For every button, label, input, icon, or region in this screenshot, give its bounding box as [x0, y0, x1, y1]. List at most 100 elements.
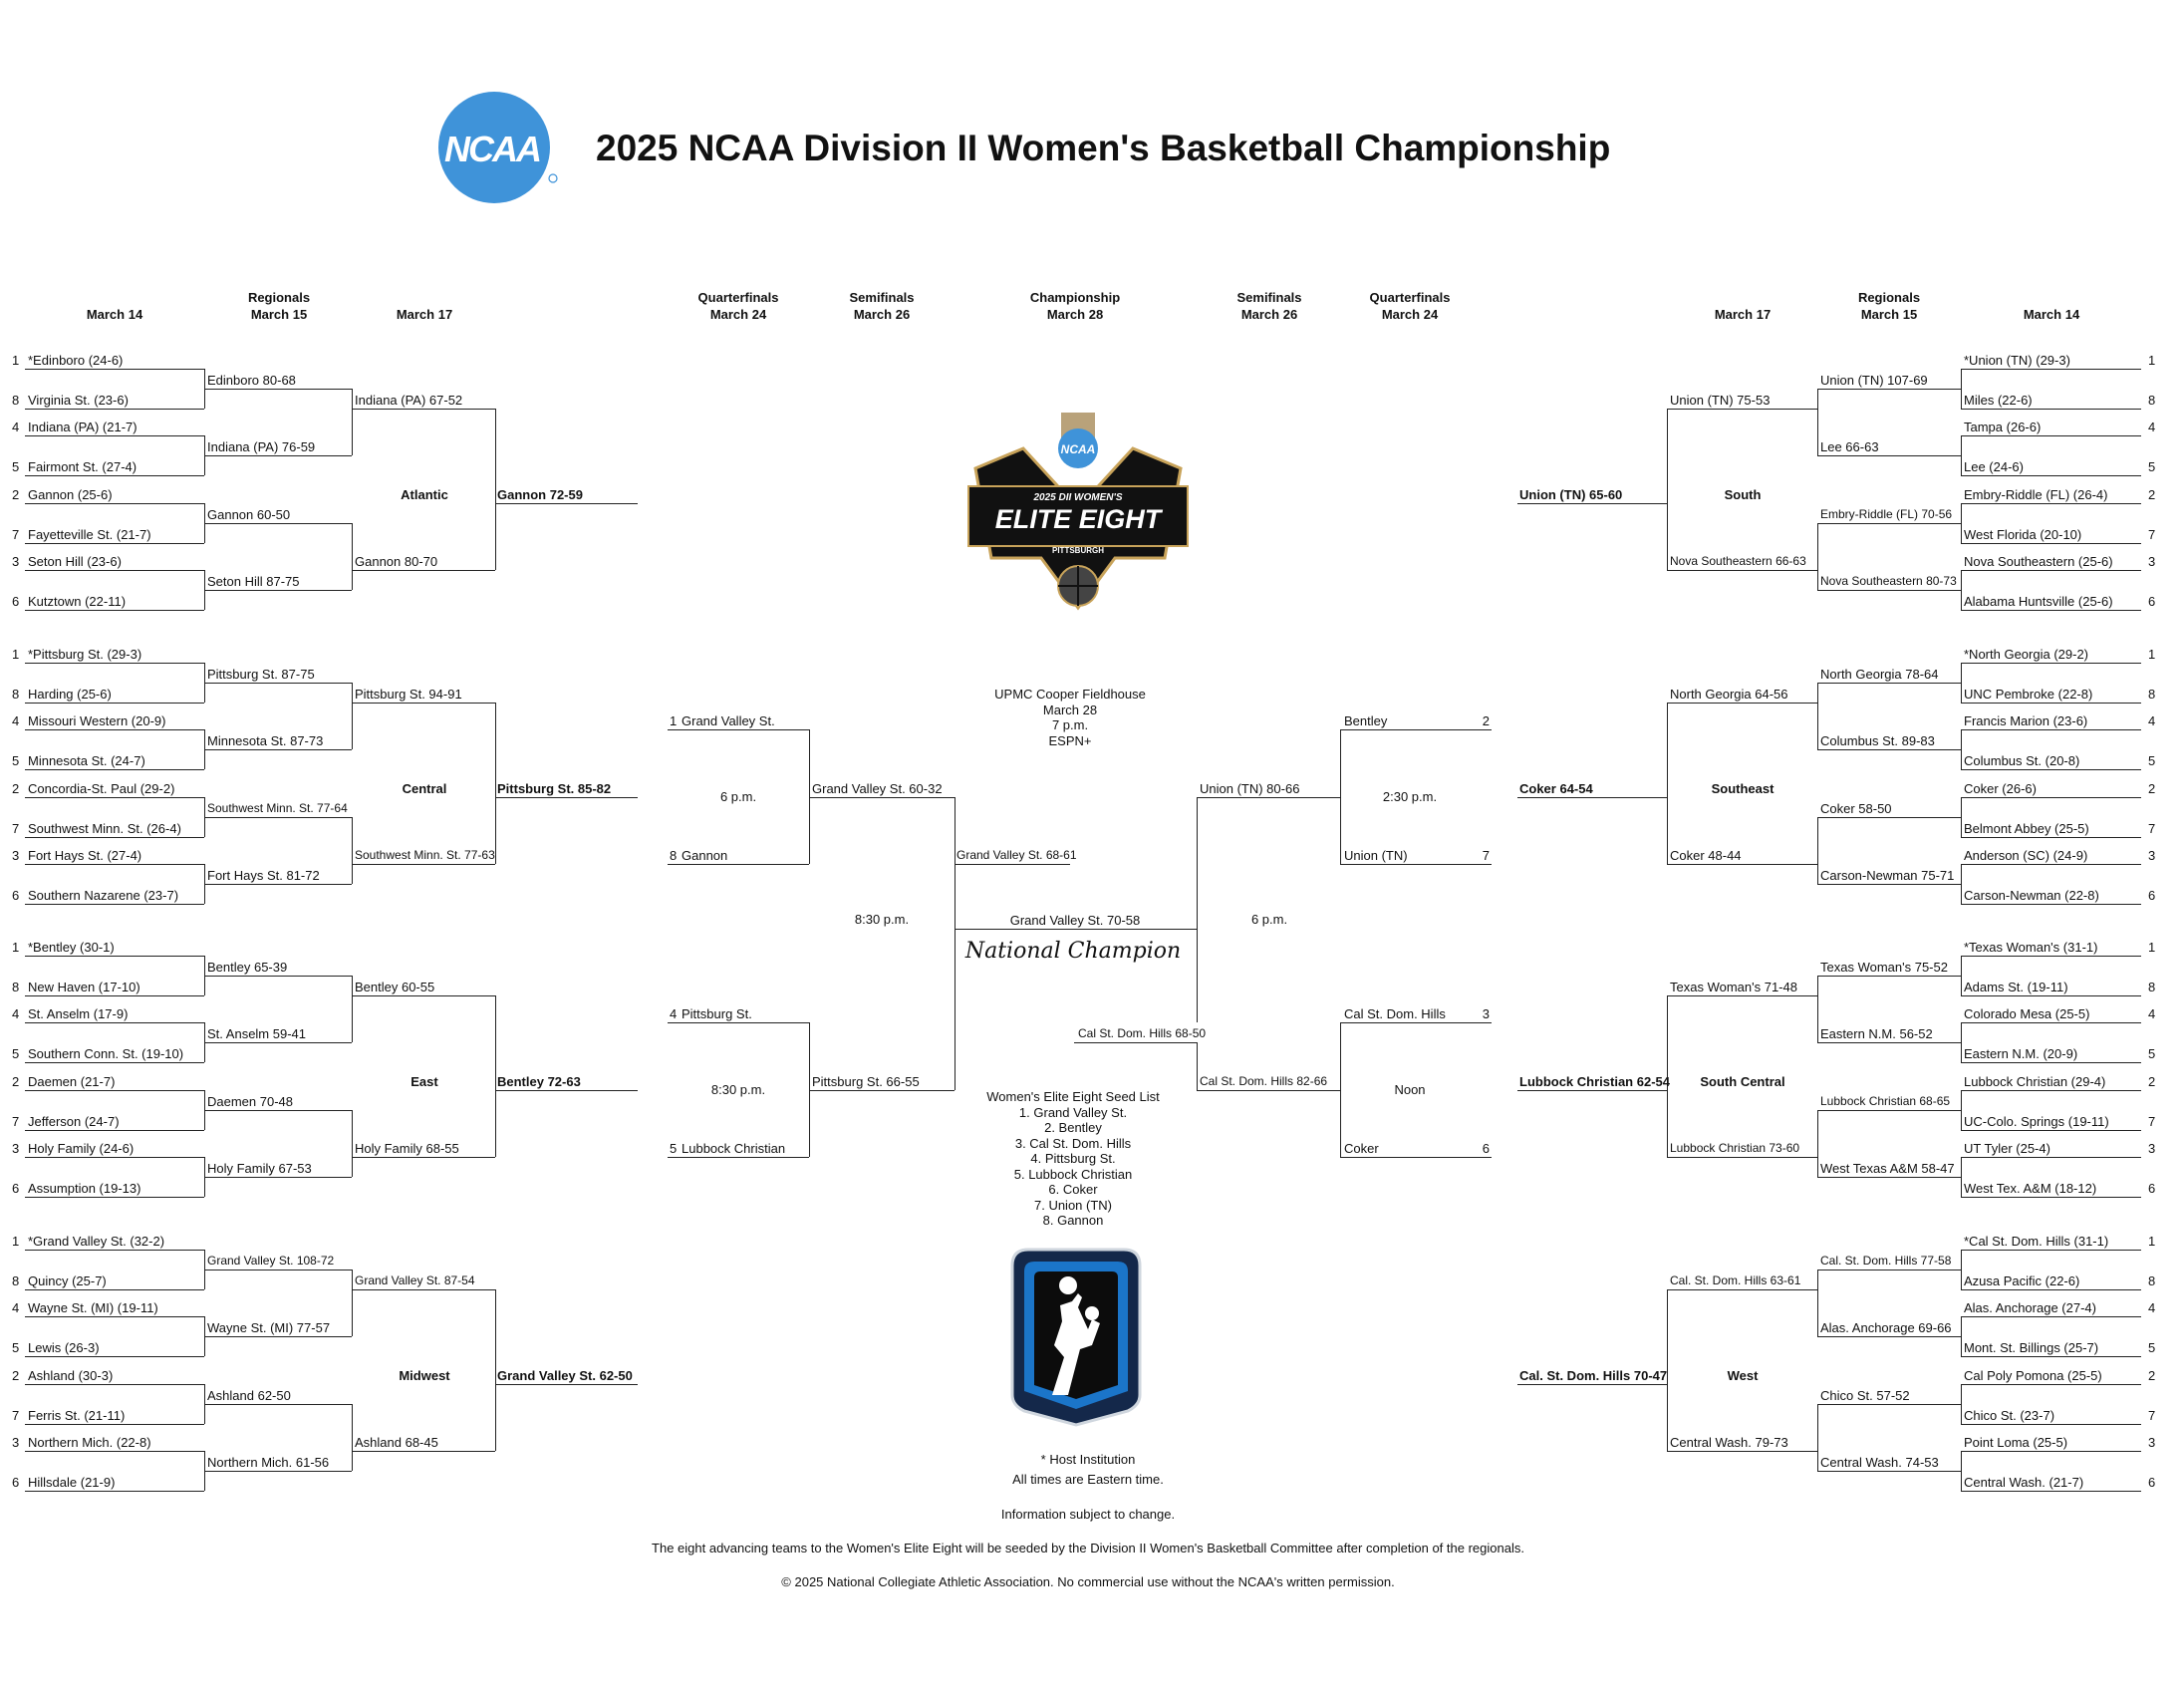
team-slot[interactable]: Alabama Huntsville (25-6) — [1964, 594, 2113, 609]
team-slot[interactable]: Lubbock Christian — [682, 1141, 786, 1156]
team-slot[interactable]: Adams St. (19-11) — [1964, 980, 2068, 994]
team-slot[interactable]: *Bentley (30-1) — [28, 940, 115, 955]
team-slot[interactable]: Missouri Western (20-9) — [28, 713, 166, 728]
team-slot[interactable]: Pittsburg St. 94-91 — [355, 687, 462, 702]
regional-champion[interactable]: Pittsburg St. 85-82 — [497, 781, 612, 796]
team-slot[interactable]: Cal St. Dom. Hills — [1344, 1006, 1446, 1021]
finalist-slot[interactable]: Grand Valley St. 68-61 — [956, 848, 1077, 862]
team-slot[interactable]: Nova Southeastern (25-6) — [1964, 554, 2113, 569]
team-slot[interactable]: Cal. St. Dom. Hills 77-58 — [1820, 1254, 1952, 1268]
team-slot[interactable]: Assumption (19-13) — [28, 1181, 141, 1196]
team-slot[interactable]: Tampa (26-6) — [1964, 420, 2042, 434]
team-slot[interactable]: Coker (26-6) — [1964, 781, 2037, 796]
team-slot[interactable]: Chico St. (23-7) — [1964, 1408, 2055, 1423]
team-slot[interactable]: Holy Family (24-6) — [28, 1141, 135, 1156]
team-slot[interactable]: Embry-Riddle (FL) 70-56 — [1820, 507, 1953, 521]
team-slot[interactable]: Minnesota St. (24-7) — [28, 753, 145, 768]
team-slot[interactable]: West Tex. A&M (18-12) — [1964, 1181, 2097, 1196]
team-slot[interactable]: Fort Hays St. (27-4) — [28, 848, 142, 863]
team-slot[interactable]: West Texas A&M 58-47 — [1820, 1161, 1955, 1176]
team-slot[interactable]: Southwest Minn. St. 77-64 — [207, 801, 348, 815]
team-slot[interactable]: Northern Mich. (22-8) — [28, 1435, 151, 1450]
team-slot[interactable]: North Georgia 64-56 — [1670, 687, 1788, 702]
team-slot[interactable]: Nova Southeastern 80-73 — [1820, 574, 1957, 588]
team-slot[interactable]: Minnesota St. 87-73 — [207, 733, 324, 748]
regional-champion[interactable]: Bentley 72-63 — [497, 1074, 581, 1089]
team-slot[interactable]: Seton Hill 87-75 — [207, 574, 300, 589]
team-slot[interactable]: Gannon 80-70 — [355, 554, 438, 569]
team-slot[interactable]: Anderson (SC) (24-9) — [1964, 848, 2088, 863]
team-slot[interactable]: *Cal St. Dom. Hills (31-1) — [1964, 1234, 2109, 1249]
team-slot[interactable]: Francis Marion (23-6) — [1964, 713, 2088, 728]
team-slot[interactable]: UT Tyler (25-4) — [1964, 1141, 2050, 1156]
team-slot[interactable]: Jefferson (24-7) — [28, 1114, 120, 1129]
team-slot[interactable]: *Grand Valley St. (32-2) — [28, 1234, 165, 1249]
team-slot[interactable]: Grand Valley St. 108-72 — [207, 1254, 335, 1268]
team-slot[interactable]: New Haven (17-10) — [28, 980, 140, 994]
team-slot[interactable]: Carson-Newman 75-71 — [1820, 868, 1955, 883]
team-slot[interactable]: UNC Pembroke (22-8) — [1964, 687, 2093, 702]
team-slot[interactable]: Fort Hays St. 81-72 — [207, 868, 320, 883]
team-slot[interactable]: Columbus St. 89-83 — [1820, 733, 1935, 748]
team-slot[interactable]: Coker 58-50 — [1820, 801, 1892, 816]
team-slot[interactable]: Pittsburg St. 66-55 — [812, 1074, 920, 1089]
team-slot[interactable]: Carson-Newman (22-8) — [1964, 888, 2099, 903]
team-slot[interactable]: Coker — [1344, 1141, 1379, 1156]
team-slot[interactable]: UC-Colo. Springs (19-11) — [1964, 1114, 2109, 1129]
regional-champion[interactable]: Cal. St. Dom. Hills 70-47 — [1519, 1368, 1668, 1383]
team-slot[interactable]: Chico St. 57-52 — [1820, 1388, 1910, 1403]
team-slot[interactable]: Ashland 68-45 — [355, 1435, 438, 1450]
team-slot[interactable]: Alas. Anchorage (27-4) — [1964, 1300, 2096, 1315]
team-slot[interactable]: Cal. St. Dom. Hills 63-61 — [1670, 1273, 1801, 1287]
team-slot[interactable]: St. Anselm 59-41 — [207, 1026, 306, 1041]
team-slot[interactable]: Alas. Anchorage 69-66 — [1820, 1320, 1952, 1335]
team-slot[interactable]: Texas Woman's 71-48 — [1670, 980, 1797, 994]
team-slot[interactable]: Holy Family 67-53 — [207, 1161, 312, 1176]
team-slot[interactable]: Daemen 70-48 — [207, 1094, 293, 1109]
team-slot[interactable]: Gannon (25-6) — [28, 487, 113, 502]
team-slot[interactable]: Fairmont St. (27-4) — [28, 459, 137, 474]
team-slot[interactable]: Holy Family 68-55 — [355, 1141, 459, 1156]
team-slot[interactable]: North Georgia 78-64 — [1820, 667, 1939, 682]
team-slot[interactable]: Miles (22-6) — [1964, 393, 2033, 408]
team-slot[interactable]: Mont. St. Billings (25-7) — [1964, 1340, 2099, 1355]
team-slot[interactable]: Fayetteville St. (21-7) — [28, 527, 151, 542]
team-slot[interactable]: Indiana (PA) (21-7) — [28, 420, 137, 434]
regional-champion[interactable]: Coker 64-54 — [1519, 781, 1593, 796]
team-slot[interactable]: *Union (TN) (29-3) — [1964, 353, 2070, 368]
team-slot[interactable]: Lee (24-6) — [1964, 459, 2024, 474]
team-slot[interactable]: Central Wash. 74-53 — [1820, 1455, 1939, 1470]
team-slot[interactable]: Embry-Riddle (FL) (26-4) — [1964, 487, 2108, 502]
team-slot[interactable]: Hillsdale (21-9) — [28, 1475, 116, 1490]
team-slot[interactable]: Ferris St. (21-11) — [28, 1408, 126, 1423]
team-slot[interactable]: Azusa Pacific (22-6) — [1964, 1273, 2080, 1288]
team-slot[interactable]: Bentley — [1344, 713, 1388, 728]
team-slot[interactable]: Wayne St. (MI) (19-11) — [28, 1300, 158, 1315]
regional-champion[interactable]: Grand Valley St. 62-50 — [497, 1368, 633, 1383]
team-slot[interactable]: Central Wash. 79-73 — [1670, 1435, 1788, 1450]
team-slot[interactable]: Columbus St. (20-8) — [1964, 753, 2080, 768]
team-slot[interactable]: Union (TN) 107-69 — [1820, 373, 1928, 388]
team-slot[interactable]: Lubbock Christian 68-65 — [1820, 1094, 1951, 1108]
team-slot[interactable]: St. Anselm (17-9) — [28, 1006, 129, 1021]
team-slot[interactable]: Bentley 60-55 — [355, 980, 435, 994]
team-slot[interactable]: Nova Southeastern 66-63 — [1670, 554, 1806, 568]
team-slot[interactable]: Northern Mich. 61-56 — [207, 1455, 330, 1470]
team-slot[interactable]: Seton Hill (23-6) — [28, 554, 122, 569]
team-slot[interactable]: Indiana (PA) 67-52 — [355, 393, 463, 408]
team-slot[interactable]: Grand Valley St. 87-54 — [355, 1273, 475, 1287]
team-slot[interactable]: Cal Poly Pomona (25-5) — [1964, 1368, 2102, 1383]
team-slot[interactable]: *Pittsburg St. (29-3) — [28, 647, 142, 662]
team-slot[interactable]: *Texas Woman's (31-1) — [1964, 940, 2098, 955]
regional-champion[interactable]: Union (TN) 65-60 — [1519, 487, 1623, 502]
team-slot[interactable]: Gannon 60-50 — [207, 507, 291, 522]
team-slot[interactable]: Wayne St. (MI) 77-57 — [207, 1320, 331, 1335]
team-slot[interactable]: Grand Valley St. — [682, 713, 775, 728]
finalist-slot[interactable]: Cal St. Dom. Hills 68-50 — [1078, 1026, 1207, 1040]
team-slot[interactable]: Daemen (21-7) — [28, 1074, 116, 1089]
team-slot[interactable]: Southern Nazarene (23-7) — [28, 888, 179, 903]
team-slot[interactable]: Harding (25-6) — [28, 687, 112, 702]
team-slot[interactable]: Lubbock Christian 73-60 — [1670, 1141, 1800, 1155]
team-slot[interactable]: Southern Conn. St. (19-10) — [28, 1046, 184, 1061]
team-slot[interactable]: Ashland (30-3) — [28, 1368, 114, 1383]
